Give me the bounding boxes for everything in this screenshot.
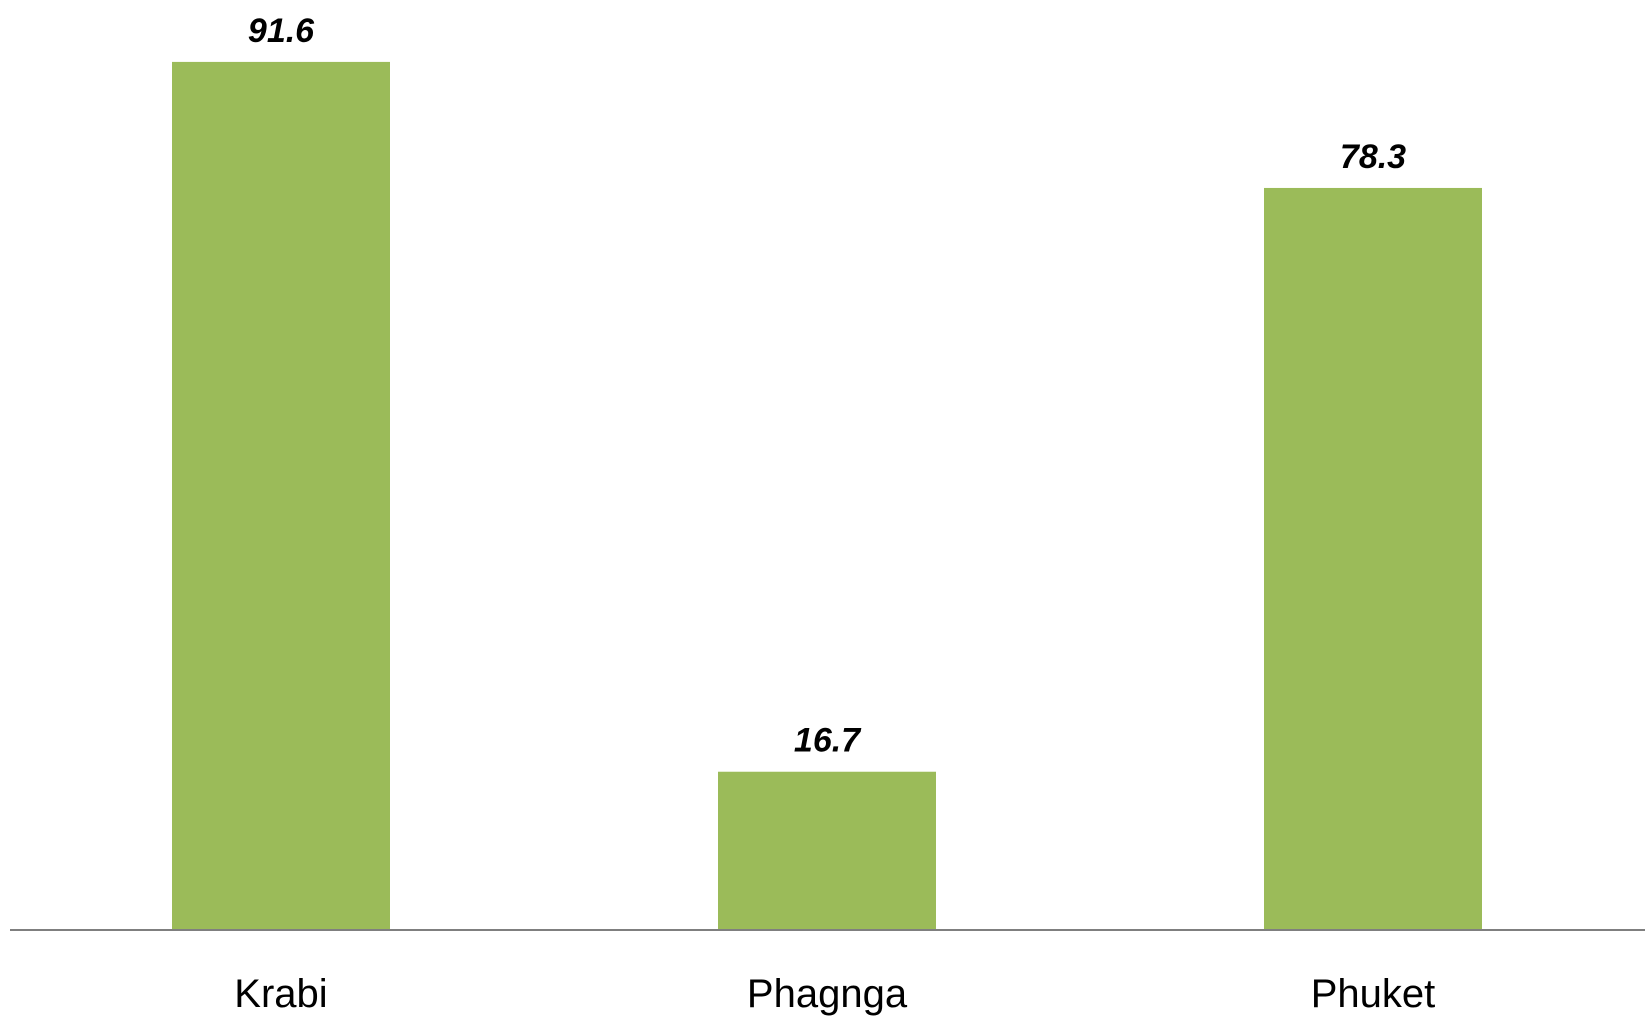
data-label-phagnga: 16.7	[794, 722, 862, 760]
bar-krabi	[172, 61, 390, 930]
x-tick-label-phuket: Phuket	[1311, 972, 1436, 1016]
x-tick-label-phagnga: Phagnga	[747, 972, 908, 1016]
bar-phuket	[1264, 187, 1482, 930]
labels-layer: 91.6 Krabi 16.7 Phagnga 78.3 Phuket	[234, 12, 1435, 1016]
bar-phagnga	[718, 771, 936, 930]
x-tick-label-krabi: Krabi	[234, 972, 327, 1016]
data-label-krabi: 91.6	[248, 12, 315, 50]
bars-layer	[172, 61, 1482, 930]
data-label-phuket: 78.3	[1340, 138, 1406, 176]
